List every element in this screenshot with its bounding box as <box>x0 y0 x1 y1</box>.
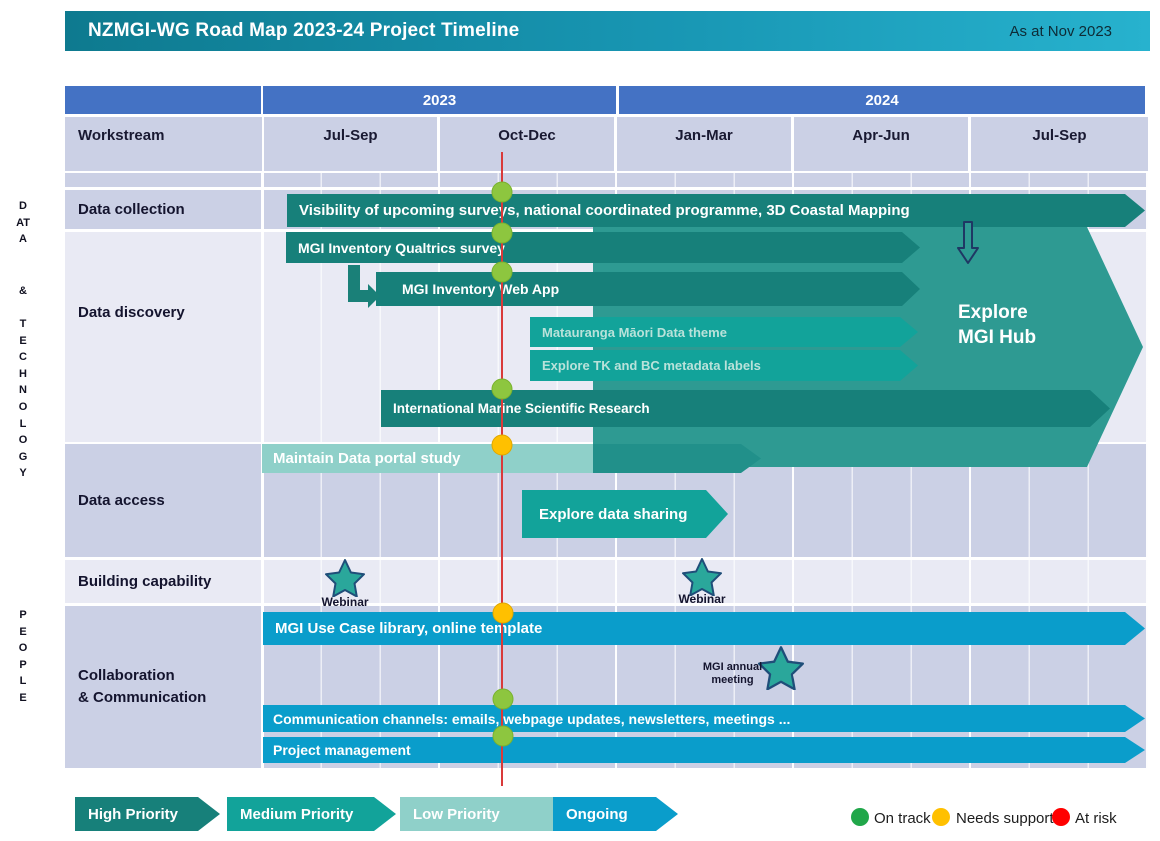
as-of-date: As at Nov 2023 <box>1009 22 1112 40</box>
quarter-2024-jan-mar: Jan-Mar <box>617 117 791 171</box>
annual-meeting-label: MGI annual meeting <box>702 661 763 686</box>
grid-band-top <box>65 173 1148 187</box>
legend-dot-needs-support-icon <box>932 808 950 826</box>
legend-needs-support-label: Needs support <box>956 810 1054 827</box>
group-label-people: PEOPLE <box>18 609 28 704</box>
bar-mgi-inventory-web-app: MGI Inventory Web App <box>376 272 920 306</box>
year-cell-2024: 2024 <box>619 86 1145 114</box>
page-title: NZMGI-WG Road Map 2023-24 Project Timeli… <box>88 20 520 41</box>
group-label-technology: TECHNOLOGY <box>18 318 28 480</box>
legend-high-priority: High Priority <box>75 797 220 831</box>
row-building-capability: Building capability <box>65 560 1148 603</box>
webinar-label: Webinar <box>678 592 726 606</box>
legend-medium-priority: Medium Priority <box>227 797 396 831</box>
status-dot-on-track <box>492 688 514 710</box>
legend-ongoing: Ongoing <box>553 797 678 831</box>
status-dot-on-track <box>491 378 513 400</box>
legend-dot-at-risk-icon <box>1052 808 1070 826</box>
workstream-label-data-collection: Data collection <box>78 200 185 218</box>
workstream-label-data-discovery: Data discovery <box>78 304 185 321</box>
quarter-2024-apr-jun: Apr-Jun <box>794 117 968 171</box>
bar-project-management: Project management <box>263 737 1145 763</box>
month-grid <box>263 173 1148 187</box>
legend-dot-on-track-icon <box>851 808 869 826</box>
quarter-2023-jul-sep: Jul-Sep <box>264 117 437 171</box>
title-bar: NZMGI-WG Road Map 2023-24 Project Timeli… <box>65 11 1150 51</box>
legend-at-risk-label: At risk <box>1075 810 1117 827</box>
bar-matauranga-maori-data-theme: Matauranga Māori Data theme <box>530 317 918 347</box>
today-marker-line <box>501 152 503 786</box>
down-arrow-icon <box>957 221 979 264</box>
annual-meeting-star-icon <box>758 646 804 690</box>
bar-visibility-surveys: Visibility of upcoming surveys, national… <box>287 194 1145 227</box>
bar-maintain-data-portal: Maintain Data portal study <box>262 444 593 473</box>
year-cell-2023: 2023 <box>263 86 616 114</box>
legend-on-track-label: On track <box>874 810 931 827</box>
group-label-data: DATA <box>16 200 30 246</box>
group-label-ampersand: & <box>19 285 27 297</box>
bar-explore-data-sharing: Explore data sharing <box>522 490 728 538</box>
connector-elbow-horizontal <box>348 290 368 302</box>
bar-explore-mgi-hub <box>593 227 1143 467</box>
legend-low-priority: Low Priority <box>400 797 577 831</box>
bar-maintain-data-portal-extension <box>593 444 761 473</box>
status-dot-on-track <box>491 181 513 203</box>
connector-arrowhead-icon <box>368 284 380 308</box>
workstream-header: Workstream <box>65 117 262 171</box>
webinar-star-icon <box>325 559 365 597</box>
status-dot-on-track <box>491 222 513 244</box>
bar-mgi-inventory-qualtrics: MGI Inventory Qualtrics survey <box>286 232 920 263</box>
year-row-spacer <box>65 86 261 114</box>
bar-international-marine-research: International Marine Scientific Research <box>381 390 1110 427</box>
bar-communication-channels: Communication channels: emails, webpage … <box>263 705 1145 732</box>
quarter-2024-jul-sep: Jul-Sep <box>971 117 1148 171</box>
quarter-2023-oct-dec: Oct-Dec <box>440 117 614 171</box>
bar-explore-mgi-hub-label: Explore MGI Hub <box>958 302 1037 348</box>
webinar-star-icon <box>682 558 722 596</box>
workstream-label-collaboration: Collaboration & Communication <box>78 667 207 706</box>
status-dot-needs-support <box>492 602 514 624</box>
status-dot-needs-support <box>491 434 513 456</box>
bar-mgi-use-case-library: MGI Use Case library, online template <box>263 612 1145 645</box>
webinar-label: Webinar <box>321 595 369 609</box>
status-dot-on-track <box>491 261 513 283</box>
bar-explore-tk-bc-metadata: Explore TK and BC metadata labels <box>530 350 918 381</box>
workstream-label-data-access: Data access <box>78 491 165 509</box>
status-dot-on-track <box>492 725 514 747</box>
workstream-label-building-capability: Building capability <box>78 572 212 590</box>
